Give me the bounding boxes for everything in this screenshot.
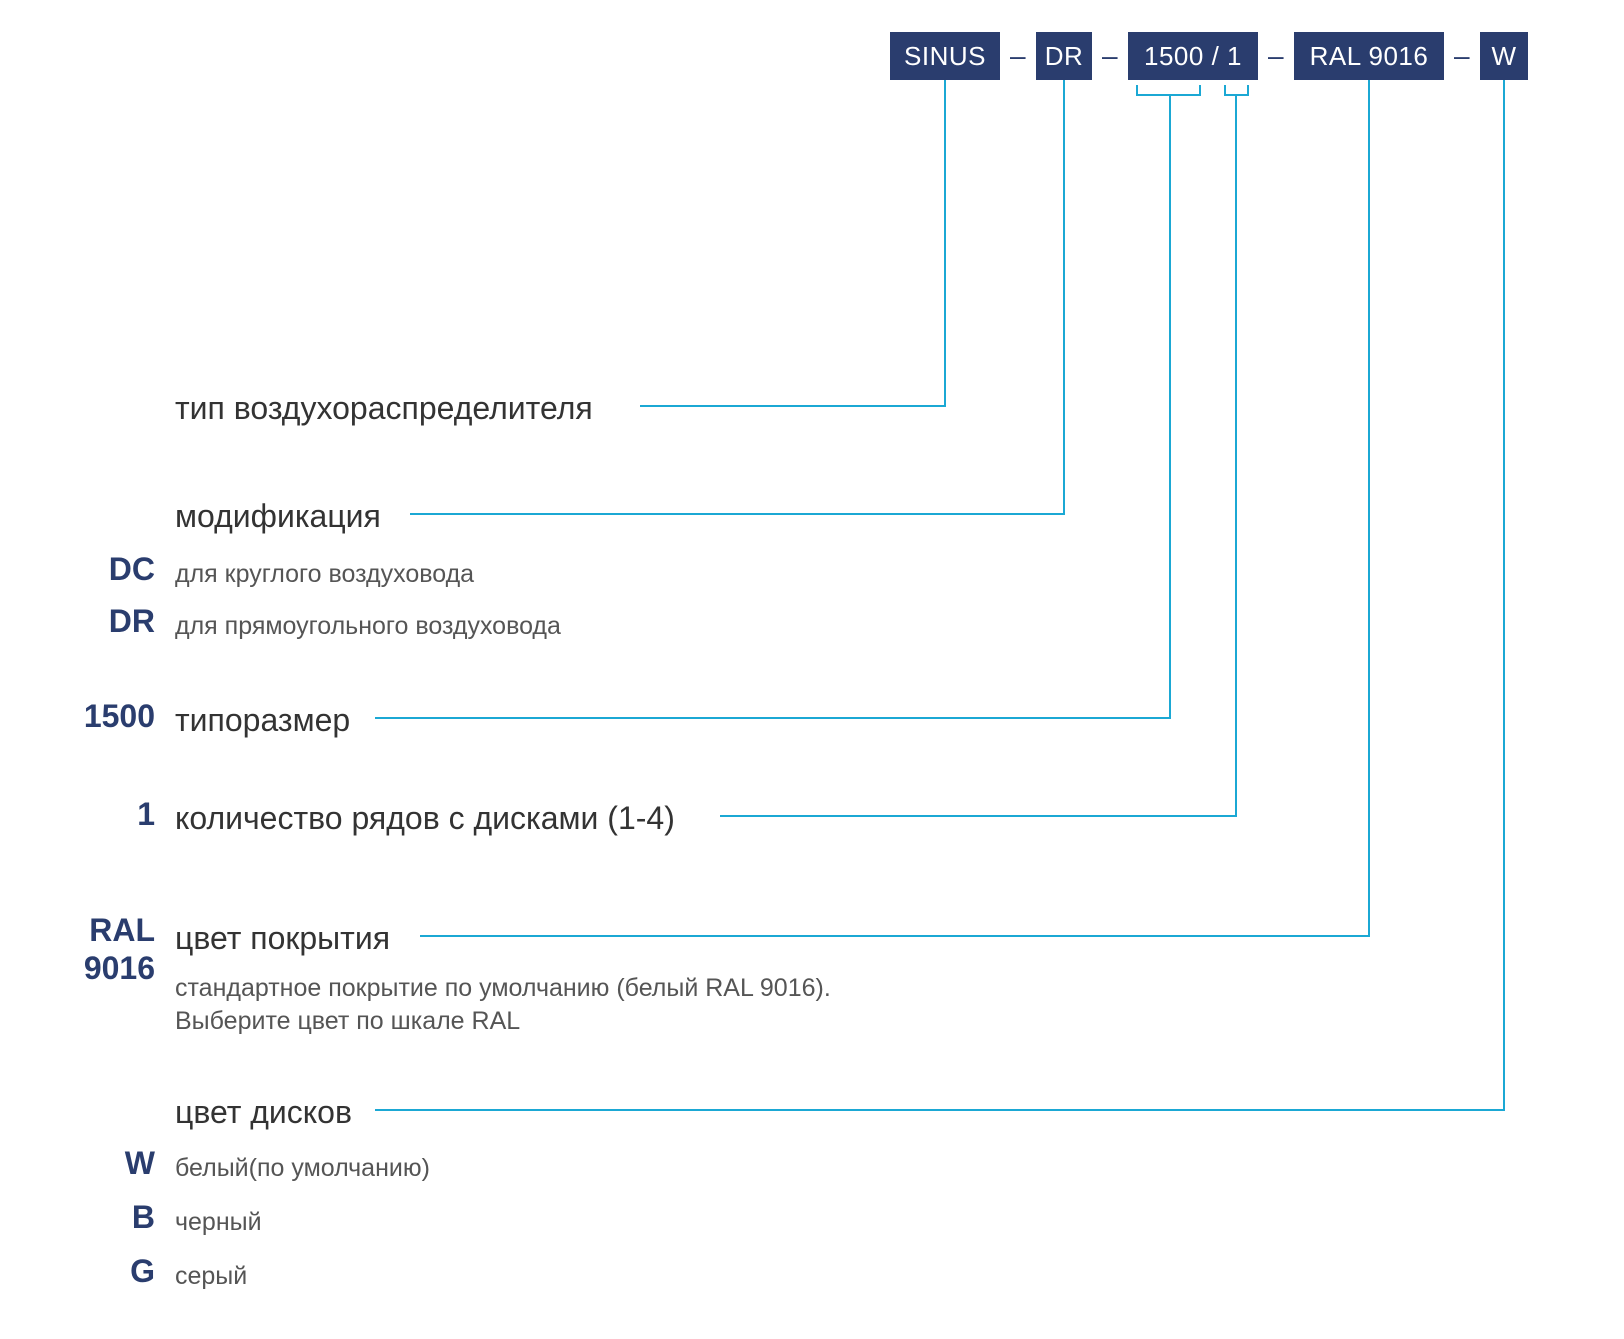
code-box-text: RAL 9016 (1310, 41, 1429, 72)
code-label-g: G (130, 1253, 155, 1290)
section-title-modification: модификация (175, 498, 381, 535)
desc-g: серый (175, 1260, 247, 1293)
code-box-dr: DR (1036, 32, 1092, 80)
section-title-color: цвет покрытия (175, 920, 390, 957)
code-box-sinus: SINUS (890, 32, 1000, 80)
desc-dr: для прямоугольного воздуховода (175, 610, 561, 643)
code-box-ral: RAL 9016 (1294, 32, 1444, 80)
connector-lines (0, 0, 1624, 1339)
code-box-w: W (1480, 32, 1528, 80)
dash: – (1454, 40, 1470, 72)
dash: – (1102, 40, 1118, 72)
section-title-disc-color: цвет дисков (175, 1094, 352, 1131)
section-title-size: типоразмер (175, 702, 350, 739)
code-label-w: W (125, 1145, 155, 1182)
code-label-ral: RAL (89, 912, 155, 949)
diagram-container: SINUS – DR – 1500 / 1 – RAL 9016 – W тип… (0, 0, 1624, 1339)
code-label-dc: DC (109, 551, 155, 588)
code-box-text: DR (1045, 41, 1084, 72)
code-box-size: 1500 / 1 (1128, 32, 1258, 80)
section-title-rows: количество рядов с дисками (1-4) (175, 800, 675, 837)
dash: – (1268, 40, 1284, 72)
code-box-text: SINUS (904, 41, 986, 72)
section-title-type: тип воздухораспределителя (175, 390, 593, 427)
code-box-text: 1500 / 1 (1144, 41, 1242, 72)
desc-ral: стандартное покрытие по умолчанию (белый… (175, 972, 831, 1037)
code-label-1500: 1500 (84, 698, 155, 735)
code-box-text: W (1491, 41, 1516, 72)
desc-dc: для круглого воздуховода (175, 558, 474, 591)
desc-w: белый(по умолчанию) (175, 1152, 430, 1185)
code-label-1: 1 (137, 796, 155, 833)
desc-b: черный (175, 1206, 262, 1239)
code-label-dr: DR (109, 603, 155, 640)
code-label-9016: 9016 (84, 950, 155, 987)
code-label-b: B (132, 1199, 155, 1236)
dash: – (1010, 40, 1026, 72)
